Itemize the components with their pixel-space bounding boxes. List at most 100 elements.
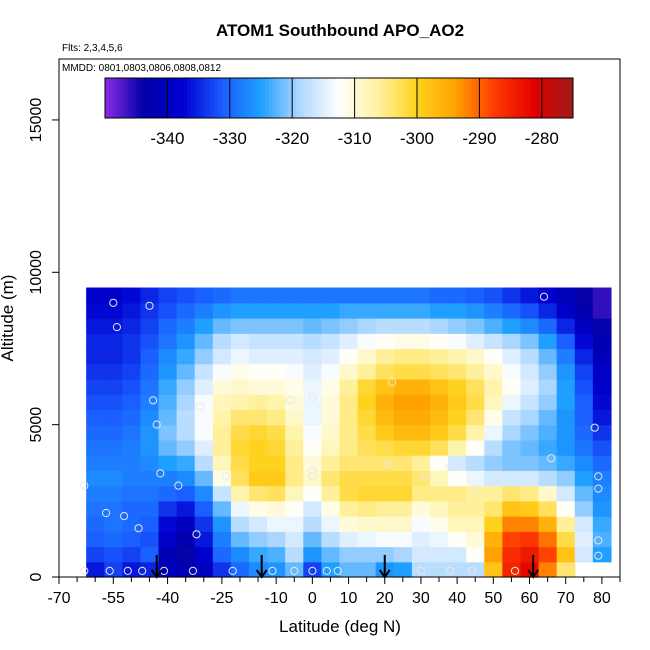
colorbar-segment [342, 78, 348, 118]
heatmap-cell [86, 516, 105, 532]
heatmap-cell [502, 439, 522, 456]
heatmap-cell [538, 409, 558, 426]
heatmap-cell [520, 363, 540, 380]
heatmap-cell [122, 287, 142, 304]
heatmap-cell [393, 485, 413, 502]
heatmap-cell [176, 318, 196, 334]
heatmap-cell [303, 333, 323, 350]
heatmap-cell [285, 348, 304, 365]
colorbar-segment [147, 78, 153, 118]
colorbar-segment [335, 78, 340, 118]
heatmap-cell [466, 302, 485, 319]
colorbar: -340 -330 -320 -310 -300 -290 -280 [104, 77, 574, 148]
heatmap-cell [556, 531, 576, 548]
heatmap-cell [140, 287, 160, 304]
heatmap-cell [303, 561, 323, 578]
heatmap-cell [285, 318, 304, 334]
heatmap-cell [249, 485, 268, 502]
heatmap-cell [520, 302, 540, 319]
heatmap-cell [86, 409, 105, 426]
heatmap-cell [249, 394, 268, 411]
heatmap-cell [484, 409, 503, 426]
colorbar-segment [518, 78, 523, 118]
heatmap-cell [86, 470, 105, 487]
colorbar-segment [440, 78, 445, 118]
colorbar-segment [311, 78, 317, 118]
colorbar-segment [257, 78, 262, 118]
heatmap-cell [230, 378, 250, 395]
heatmap-cell [176, 470, 196, 487]
heatmap-cell [520, 546, 540, 563]
heatmap-cell [339, 485, 359, 502]
colorbar-segment [280, 78, 285, 118]
heatmap-cell [321, 302, 341, 319]
heatmap-cell [466, 318, 485, 334]
heatmap-cell [502, 287, 522, 304]
heatmap-cell [411, 516, 431, 532]
heatmap-cell [357, 424, 377, 441]
heatmap-cell [520, 333, 540, 350]
observation-point [590, 423, 599, 432]
observation-point [156, 469, 165, 478]
heatmap-cell [538, 516, 558, 532]
heatmap-cell [502, 302, 522, 319]
heatmap-cell [321, 363, 341, 380]
heatmap-cell [339, 409, 359, 426]
heatmap-cell [230, 394, 250, 411]
heatmap-cell [538, 531, 558, 548]
heatmap-cell [194, 470, 214, 487]
heatmap-cell [122, 470, 142, 487]
heatmap-cell [212, 500, 232, 517]
colorbar-segment [452, 78, 457, 118]
heatmap-cell [502, 333, 522, 350]
heatmap-cell [574, 348, 594, 365]
heatmap-cell [538, 394, 558, 411]
heatmap-cell [357, 561, 377, 578]
heatmap-cell [429, 455, 449, 471]
heatmap-cell [285, 424, 304, 441]
x-tick-label: -10 [265, 590, 288, 607]
heatmap-cell [249, 302, 268, 319]
heatmap-cell [411, 318, 431, 334]
heatmap-cell [429, 424, 449, 441]
heatmap-cell [339, 394, 359, 411]
heatmap-cell [104, 439, 123, 456]
heatmap-cell [140, 363, 160, 380]
heatmap-cell [484, 363, 503, 380]
heatmap-cell [267, 470, 286, 487]
heatmap-cell [556, 516, 576, 532]
heatmap-cell [321, 561, 341, 578]
heatmap-cell [375, 470, 395, 487]
colorbar-segment [167, 78, 172, 118]
y-tick-label: 15000 [28, 98, 45, 143]
chart-title: ATOM1 Southbound APO_AO2 [216, 21, 464, 40]
heatmap-cell [285, 516, 304, 532]
heatmap-cell [104, 409, 123, 426]
heatmap-cell [502, 500, 522, 517]
heatmap-cell [285, 302, 304, 319]
colorbar-segment [444, 78, 449, 118]
heatmap-cell [140, 531, 160, 548]
colorbar-segment [339, 78, 344, 118]
heatmap-cell [466, 546, 485, 563]
heatmap-cell [556, 302, 576, 319]
heatmap-cell [104, 546, 123, 563]
heatmap-cell [448, 287, 467, 304]
heatmap-cell [303, 318, 323, 334]
colorbar-segment [124, 78, 129, 118]
heatmap-cell [339, 470, 359, 487]
heatmap-cell [86, 485, 105, 502]
heatmap-cell [267, 348, 286, 365]
heatmap-cell [104, 485, 123, 502]
heatmap-cell [484, 561, 503, 578]
heatmap-cell [176, 516, 196, 532]
heatmap-cell [556, 546, 576, 563]
heatmap-cell [502, 485, 522, 502]
heatmap-cell [448, 485, 467, 502]
heatmap-cell [393, 363, 413, 380]
heatmap-cell [104, 363, 123, 380]
observation-point [308, 393, 317, 402]
heatmap-cell [502, 378, 522, 395]
heatmap-cell [466, 378, 485, 395]
